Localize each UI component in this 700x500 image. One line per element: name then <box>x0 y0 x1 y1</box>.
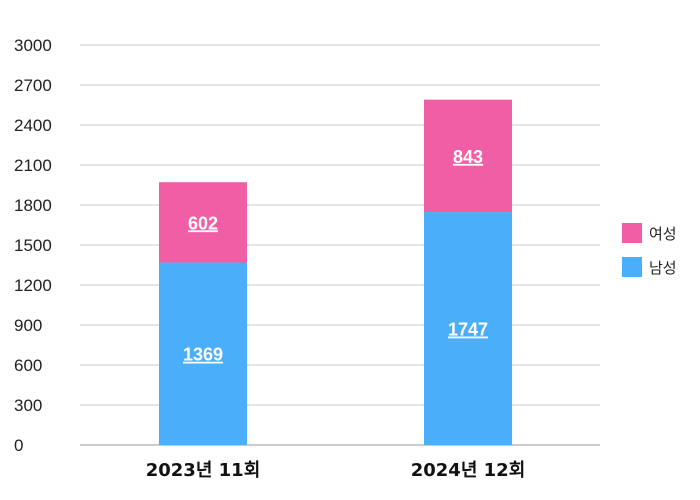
bar-female-1 <box>424 99 512 213</box>
y-tick-label-300: 300 <box>14 396 42 415</box>
legend-item-male: 남성 <box>622 256 677 278</box>
bar-male-1 <box>424 212 512 445</box>
legend-swatch-male <box>622 257 642 277</box>
y-tick-label-1800: 1800 <box>14 196 52 215</box>
legend-item-female: 여성 <box>622 222 677 244</box>
data-label-female-1: 843 <box>453 147 483 167</box>
bar-female-0 <box>159 182 247 263</box>
y-tick-label-900: 900 <box>14 316 42 335</box>
legend-label-male: 남성 <box>649 258 677 277</box>
y-tick-label-3000: 3000 <box>14 36 52 55</box>
y-tick-label-2100: 2100 <box>14 156 52 175</box>
y-tick-label-0: 0 <box>14 436 23 455</box>
y-tick-label-1200: 1200 <box>14 276 52 295</box>
data-label-female-0: 602 <box>188 213 218 233</box>
y-tick-label-600: 600 <box>14 356 42 375</box>
legend-swatch-female <box>622 223 642 243</box>
x-category-label-1: 2024년 12회 <box>411 460 526 481</box>
data-label-male-1: 1747 <box>448 320 488 340</box>
legend-label-female: 여성 <box>649 224 677 243</box>
x-category-label-0: 2023년 11회 <box>146 460 261 481</box>
bar-male-0 <box>159 262 247 445</box>
y-tick-label-1500: 1500 <box>14 236 52 255</box>
y-tick-label-2700: 2700 <box>14 76 52 95</box>
y-tick-label-2400: 2400 <box>14 116 52 135</box>
data-label-male-0: 1369 <box>183 345 223 365</box>
chart-legend: 여성 남성 <box>622 222 677 290</box>
